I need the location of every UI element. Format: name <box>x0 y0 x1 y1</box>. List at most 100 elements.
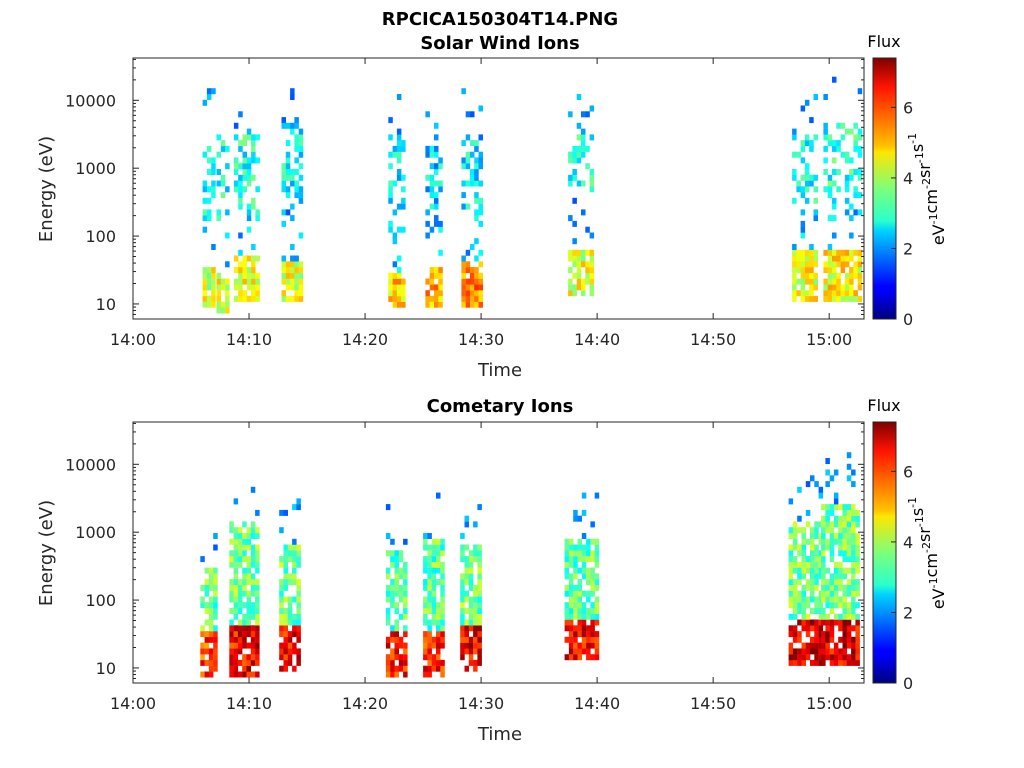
heatmap-cell <box>478 301 483 308</box>
heatmap-cell <box>390 648 395 655</box>
heatmap-cell <box>229 665 234 672</box>
heatmap-cell <box>403 654 408 661</box>
heatmap-cell <box>296 504 301 511</box>
heatmap-cell <box>813 278 818 285</box>
cometary-colorbar-gradient <box>872 421 897 684</box>
heatmap-cell <box>478 209 483 216</box>
heatmap-cell <box>460 625 465 632</box>
heatmap-cell <box>429 174 435 181</box>
heatmap-cell <box>229 636 234 643</box>
heatmap-cell <box>213 642 218 649</box>
heatmap-cell <box>594 573 600 580</box>
heatmap-cell <box>461 272 466 279</box>
heatmap-cell <box>833 492 839 499</box>
heatmap-cell <box>590 642 595 649</box>
heatmap-cell <box>851 550 856 557</box>
heatmap-cell <box>589 134 595 141</box>
heatmap-cell <box>792 521 798 528</box>
heatmap-cell <box>855 509 860 516</box>
heatmap-cell <box>246 272 252 279</box>
heatmap-cell <box>279 642 284 649</box>
heatmap-cell <box>281 122 286 129</box>
heatmap-cell <box>800 157 806 164</box>
heatmap-cell <box>434 284 439 291</box>
heatmap-cell <box>233 567 239 574</box>
heatmap-cell <box>842 631 847 638</box>
heatmap-cell <box>213 613 218 620</box>
heatmap-cell <box>581 544 587 551</box>
heatmap-cell <box>220 145 226 152</box>
heatmap-cell <box>478 261 483 268</box>
heatmap-cell <box>477 625 482 632</box>
heatmap-cell <box>229 584 234 591</box>
heatmap-cell <box>388 163 393 170</box>
heatmap-cell <box>792 654 798 661</box>
heatmap-cell <box>202 99 208 106</box>
heatmap-cell <box>427 579 432 586</box>
heatmap-cell <box>392 290 398 297</box>
heatmap-cell <box>821 648 826 655</box>
heatmap-cell <box>840 249 846 256</box>
heatmap-cell <box>836 249 841 256</box>
heatmap-cell <box>832 180 837 187</box>
heatmap-cell <box>440 659 445 666</box>
colorbar-label-unit: sr <box>915 527 934 542</box>
heatmap-cell <box>829 631 835 638</box>
heatmap-cell <box>594 544 600 551</box>
heatmap-cell <box>829 596 835 603</box>
heatmap-cell <box>283 561 288 568</box>
heatmap-cell <box>213 659 218 666</box>
heatmap-cell <box>238 197 243 204</box>
heatmap-cell <box>250 654 256 661</box>
heatmap-cell <box>465 134 471 141</box>
heatmap-cell <box>250 486 256 493</box>
heatmap-cell <box>233 579 239 586</box>
heatmap-cell <box>568 284 573 291</box>
heatmap-cell <box>788 533 794 539</box>
heatmap-cell <box>394 631 399 638</box>
heatmap-cell <box>849 157 854 164</box>
heatmap-cell <box>216 169 221 175</box>
heatmap-cell <box>440 625 445 632</box>
heatmap-cell <box>821 527 826 534</box>
heatmap-cell <box>468 561 474 568</box>
heatmap-cell <box>242 671 247 678</box>
heatmap-cell <box>477 613 482 620</box>
heatmap-cell <box>423 602 428 609</box>
heatmap-cell <box>283 636 288 643</box>
heatmap-cell <box>403 671 408 678</box>
heatmap-cell <box>242 613 247 620</box>
heatmap-cell <box>792 613 798 620</box>
heatmap-cell <box>855 561 860 568</box>
heatmap-cell <box>200 584 205 591</box>
heatmap-cell <box>581 648 587 655</box>
heatmap-cell <box>255 590 260 597</box>
heatmap-cell <box>403 579 408 586</box>
heatmap-cell <box>805 642 811 649</box>
heatmap-cell <box>388 151 393 158</box>
heatmap-cell <box>229 596 234 603</box>
heatmap-cell <box>242 602 247 609</box>
heatmap-cell <box>814 654 819 661</box>
heatmap-cell <box>797 486 802 493</box>
heatmap-cell <box>233 498 239 505</box>
heatmap-cell <box>287 659 293 666</box>
heatmap-cell <box>568 579 574 586</box>
heatmap-cell <box>438 267 443 274</box>
heatmap-cell <box>473 659 478 666</box>
heatmap-cell <box>809 180 814 187</box>
heatmap-cell <box>208 613 214 620</box>
heatmap-cell <box>440 619 445 626</box>
heatmap-cell <box>237 538 243 545</box>
heatmap-cell <box>581 573 587 580</box>
heatmap-cell <box>246 203 252 210</box>
heatmap-cell <box>233 538 239 545</box>
heatmap-cell <box>396 278 402 285</box>
heatmap-cell <box>572 145 577 152</box>
heatmap-cell <box>434 301 439 308</box>
heatmap-cell <box>285 151 291 158</box>
heatmap-cell <box>213 608 218 614</box>
heatmap-cell <box>233 186 239 193</box>
heatmap-cell <box>250 659 256 666</box>
heatmap-cell <box>846 613 852 620</box>
